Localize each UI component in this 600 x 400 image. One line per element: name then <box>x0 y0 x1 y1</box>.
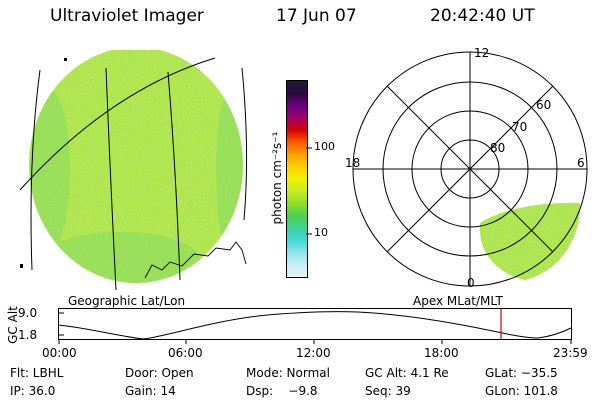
mlt-label-6: 6 <box>577 156 585 170</box>
info-ip: IP: 36.0 <box>10 384 56 398</box>
time-tick-0600: 06:00 <box>168 346 203 360</box>
mlt-label-0: 0 <box>467 276 475 290</box>
date-readout: 17 Jun 07 <box>276 6 357 26</box>
mlt-label-18: 18 <box>345 156 361 170</box>
time-tick-1800: 18:00 <box>424 346 459 360</box>
mlat-label-70: 70 <box>512 120 528 134</box>
info-dsp: Dsp: −9.8 <box>246 384 318 398</box>
alt-tick-low: 1.8 <box>18 328 38 342</box>
altitude-plot <box>58 308 572 344</box>
colorbar-gradient <box>287 81 307 277</box>
colorbar-unit-label: photon cm⁻²s⁻¹ <box>270 131 284 225</box>
coastline <box>144 241 247 279</box>
colorbar <box>286 80 308 278</box>
left-panel-label: Geographic Lat/Lon <box>68 294 186 308</box>
time-tick-2359: 23:59 <box>553 346 588 360</box>
mlat-label-60: 60 <box>536 98 552 112</box>
right-panel-label: Apex MLat/MLT <box>413 294 503 308</box>
time-tick-1200: 12:00 <box>296 346 331 360</box>
info-glat: GLat: −35.5 <box>485 366 558 380</box>
lat-lon-grid <box>19 57 248 291</box>
colorbar-tick-10: 10 <box>314 226 328 239</box>
mlt-label-12: 12 <box>474 46 490 60</box>
altitude-curve <box>58 311 572 340</box>
info-flt: Flt: LBHL <box>10 366 64 380</box>
info-gc-alt: GC Alt: 4.1 Re <box>365 366 449 380</box>
time-readout: 20:42:40 UT <box>430 6 535 26</box>
polar-plot <box>352 51 588 287</box>
colorbar-ticks <box>306 147 312 235</box>
info-gain: Gain: 14 <box>125 384 176 398</box>
info-mode: Mode: Normal <box>246 366 330 380</box>
alt-tick-high: 9.0 <box>18 306 38 320</box>
colorbar-tick-100: 100 <box>314 140 335 153</box>
info-seq: Seq: 39 <box>365 384 411 398</box>
time-tick-0000: 00:00 <box>42 346 77 360</box>
mlat-label-80: 80 <box>490 141 506 155</box>
info-glon: GLon: 101.8 <box>485 384 558 398</box>
info-door: Door: Open <box>125 366 194 380</box>
geographic-image <box>19 50 248 291</box>
instrument-title: Ultraviolet Imager <box>50 6 204 26</box>
